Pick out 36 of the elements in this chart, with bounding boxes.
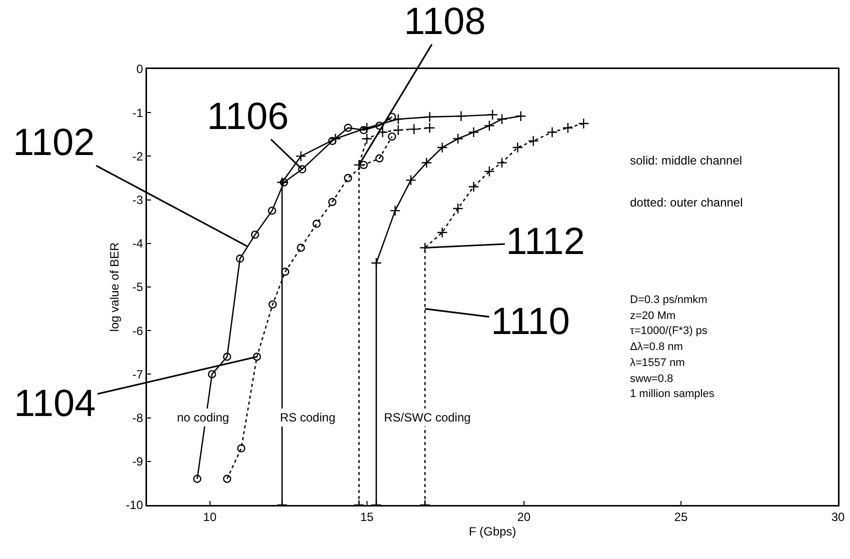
annotation: sww=0.8	[630, 373, 674, 385]
x-tick-label: 30	[831, 510, 845, 524]
annotation: RS/SWC coding	[384, 410, 471, 424]
annotation: 1112	[506, 221, 585, 263]
annotation: RS coding	[280, 410, 336, 424]
x-axis-title: F (Gbps)	[468, 524, 516, 539]
y-tick-label: -10	[126, 498, 144, 512]
annotation: λ=1557 nm	[630, 357, 685, 369]
y-tick-label: -3	[132, 193, 144, 207]
annotation: z=20 Mm	[630, 310, 676, 322]
x-tick-label: 20	[517, 510, 531, 524]
y-tick-label: -9	[132, 454, 144, 469]
y-tick-label: -4	[132, 236, 144, 251]
y-axis-title: log value of BER	[107, 242, 122, 332]
x-tick-label: 10	[203, 510, 217, 524]
annotation: 1104	[14, 383, 96, 425]
x-tick-label: 15	[360, 510, 374, 524]
annotation: no coding	[177, 410, 230, 424]
y-tick-label: -2	[132, 149, 144, 164]
y-tick-label: -6	[132, 324, 144, 338]
y-tick-label: -1	[132, 106, 144, 120]
annotation: D=0.3 ps/nmkm	[630, 294, 708, 306]
annotation: solid: middle channel	[630, 154, 742, 168]
y-tick-label: -8	[132, 411, 144, 425]
annotation: τ=1000/(F*3) ps	[630, 325, 708, 337]
annotation: 1 million samples	[630, 388, 715, 400]
y-tick-label: -5	[132, 280, 144, 294]
annotation: Δλ=0.8 nm	[630, 341, 683, 353]
annotation: 1110	[491, 301, 570, 343]
annotation: 1108	[404, 1, 486, 43]
y-tick-label: -7	[132, 367, 144, 382]
annotation: dotted: outer channel	[630, 196, 743, 210]
y-tick-label: 0	[136, 62, 144, 76]
annotation: 1102	[13, 122, 95, 164]
x-tick-label: 25	[674, 510, 688, 524]
annotation: 1106	[207, 96, 289, 138]
